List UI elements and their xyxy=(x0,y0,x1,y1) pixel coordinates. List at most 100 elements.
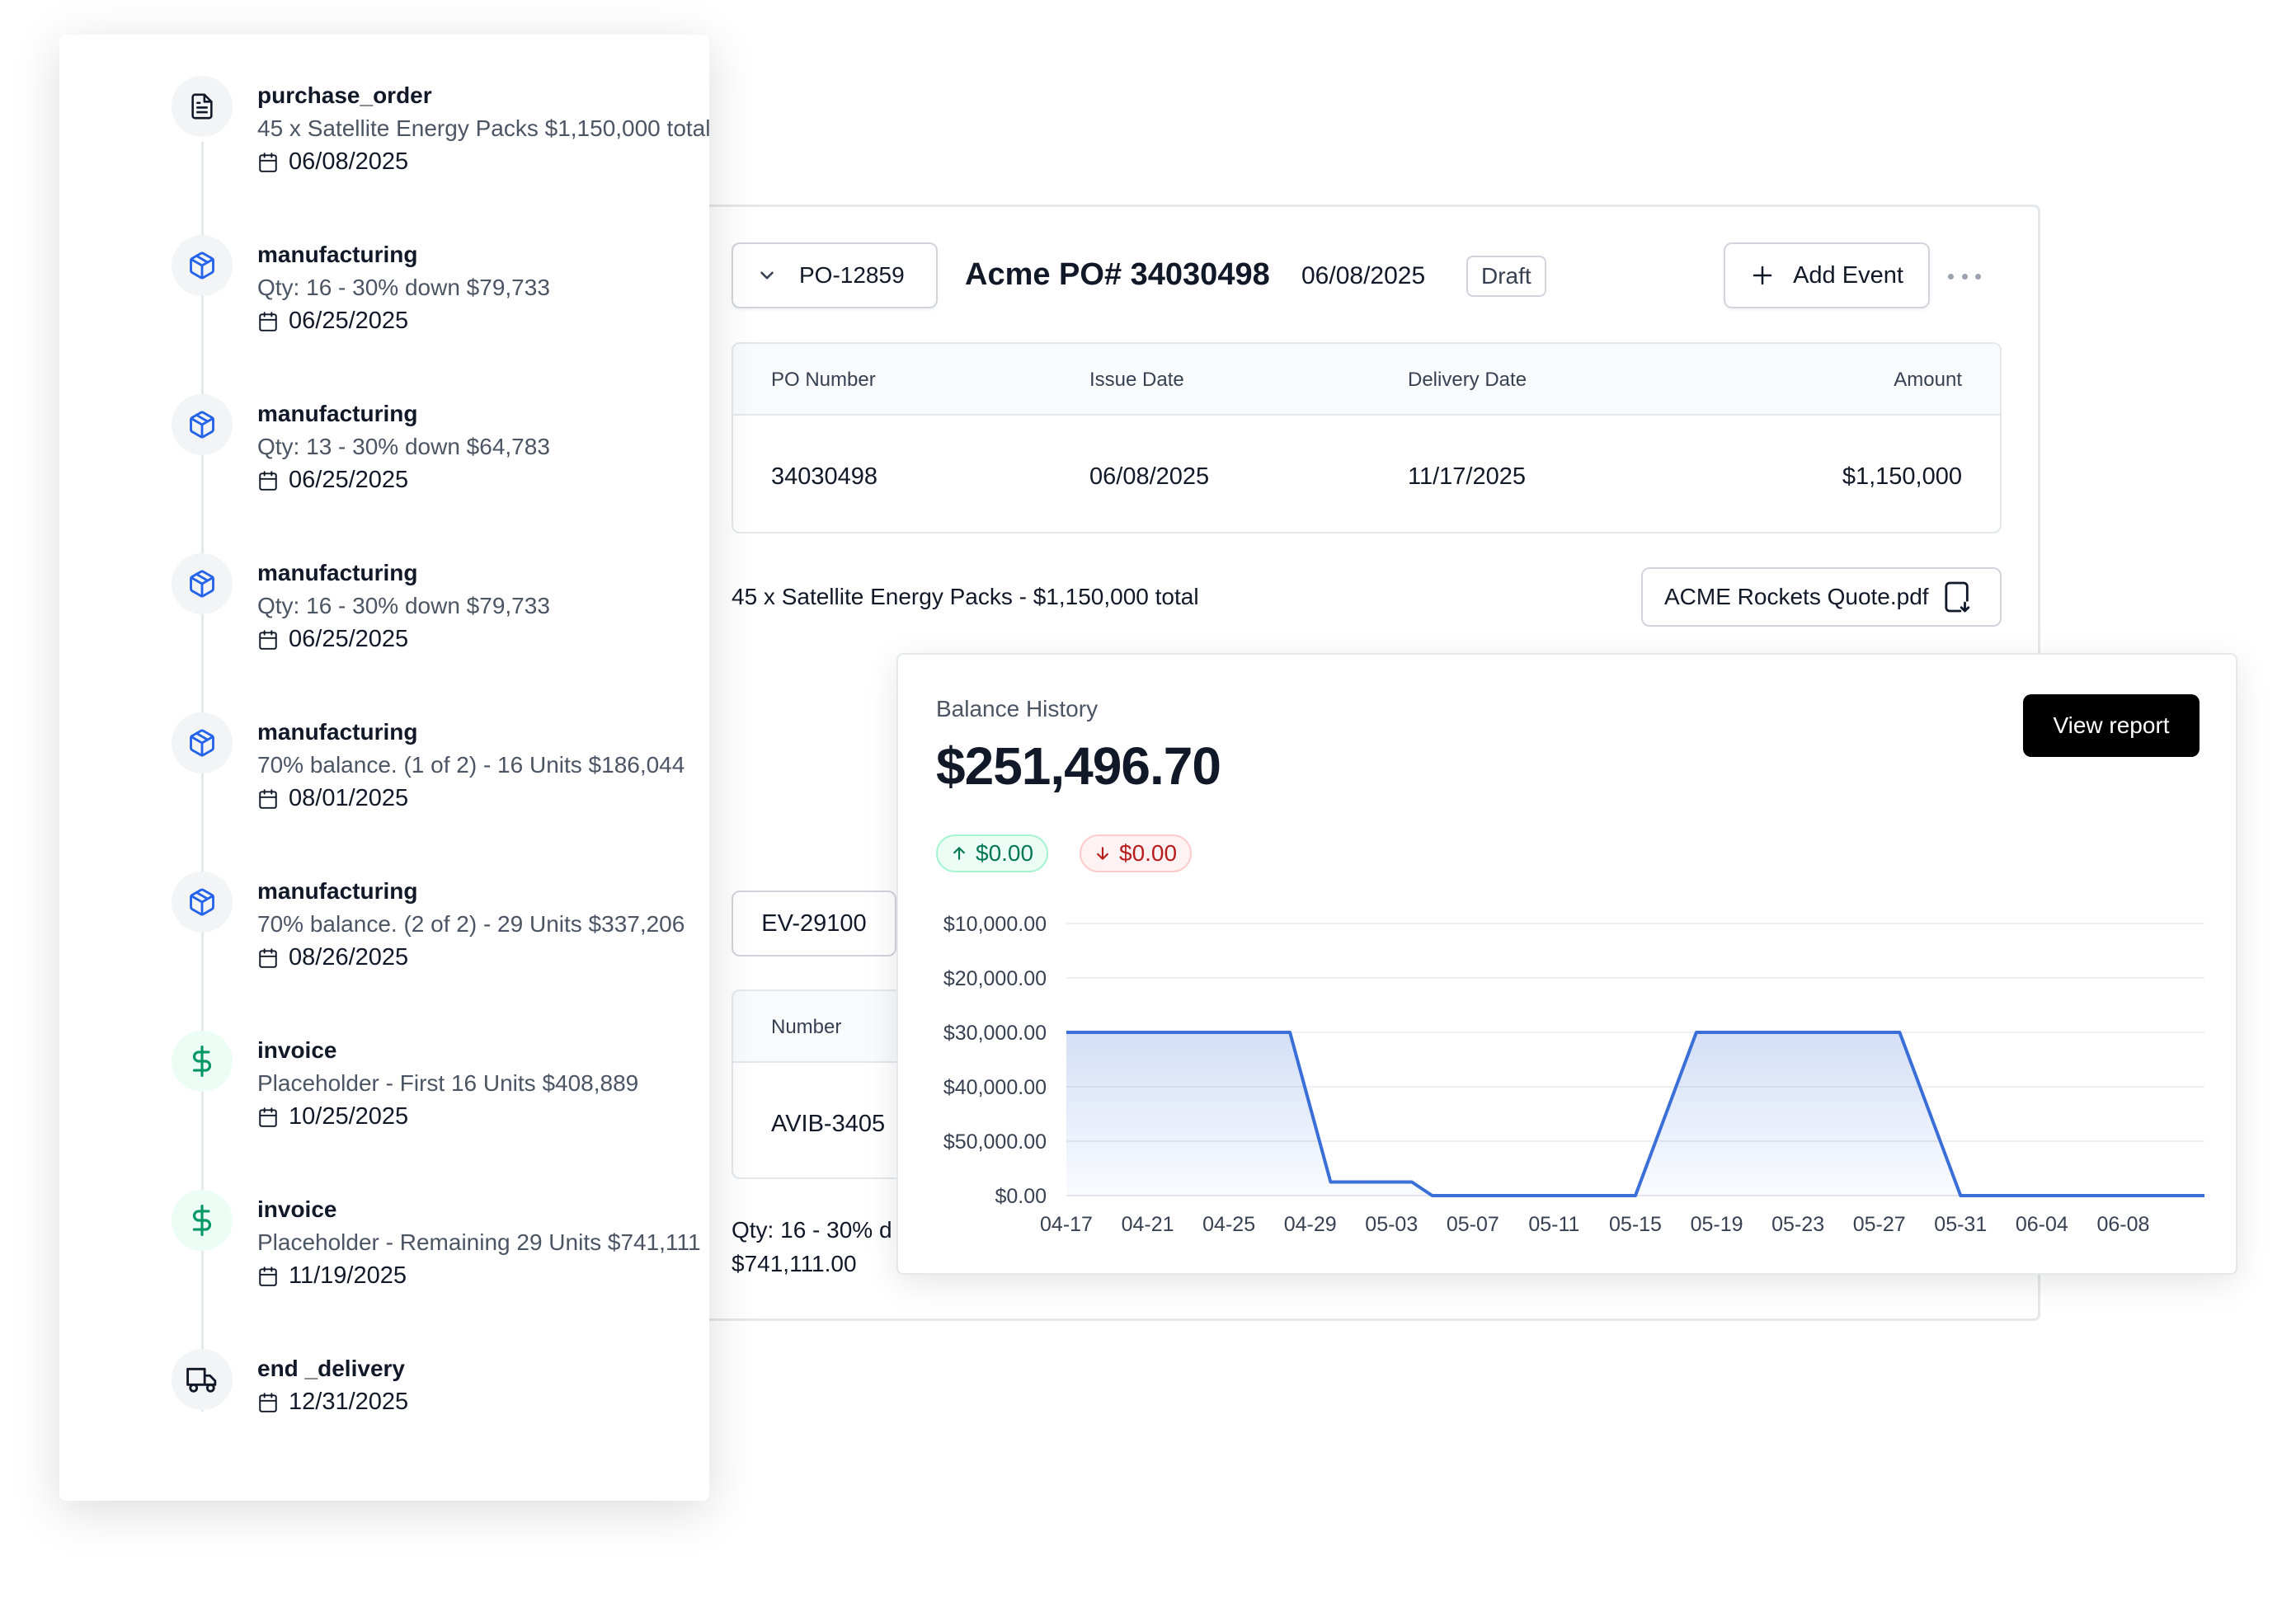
file-download-icon xyxy=(1944,581,1969,613)
calendar-icon xyxy=(259,629,277,650)
timeline-connector xyxy=(201,142,204,1412)
timeline-item-title: invoice xyxy=(257,1037,337,1063)
timeline-item-date: 08/26/2025 xyxy=(257,944,408,971)
calendar-icon xyxy=(259,788,277,809)
document-icon xyxy=(172,76,233,137)
timeline-item-date: 06/25/2025 xyxy=(257,626,408,653)
add-event-button[interactable]: Add Event xyxy=(1724,242,1930,308)
po-details-table: PO Number Issue Date Delivery Date Amoun… xyxy=(732,342,2002,533)
y-tick-label: $0.00 xyxy=(995,1185,1047,1208)
timeline-item-title: manufacturing xyxy=(257,401,418,426)
calendar-icon xyxy=(259,470,277,491)
x-tick-label: 06-08 xyxy=(2096,1213,2149,1236)
timeline-item-date-text: 11/19/2025 xyxy=(289,1262,407,1289)
timeline-item-description: Qty: 16 - 30% down $79,733 xyxy=(257,275,550,300)
timeline-item[interactable]: invoice Placeholder - Remaining 29 Units … xyxy=(59,1190,709,1322)
box-icon xyxy=(172,553,233,614)
calendar-icon xyxy=(259,1392,277,1412)
x-tick-label: 05-07 xyxy=(1447,1213,1499,1236)
cell-number: AVIB-3405 xyxy=(771,1111,886,1137)
attachment-filename: ACME Rockets Quote.pdf xyxy=(1664,584,1929,609)
change-up-value: $0.00 xyxy=(976,840,1034,866)
y-tick-label: $30,000.00 xyxy=(943,1022,1047,1045)
x-tick-label: 04-17 xyxy=(1040,1213,1093,1236)
balance-history-chart: $10,000.00 $20,000.00 $30,000.00 $40,000.00… xyxy=(943,913,2205,1236)
timeline-item[interactable]: purchase_order 45 x Satellite Energy Pack… xyxy=(59,76,711,208)
timeline-item-date-text: 06/25/2025 xyxy=(289,626,409,652)
table-row: AVIB-3405 xyxy=(733,1063,944,1177)
x-tick-label: 05-31 xyxy=(1934,1213,1987,1236)
timeline-item-description: 45 x Satellite Energy Packs $1,150,000 t… xyxy=(257,115,711,141)
balance-value: $251,496.70 xyxy=(936,736,1221,796)
x-tick-label: 04-29 xyxy=(1284,1213,1337,1236)
box-icon xyxy=(172,872,233,933)
status-badge: Draft xyxy=(1466,256,1546,297)
timeline-item[interactable]: invoice Placeholder - First 16 Units $408… xyxy=(59,1031,709,1163)
column-header-issue-date: Issue Date xyxy=(1089,369,1184,391)
event-select-dropdown[interactable]: EV-29100 xyxy=(732,891,896,956)
cell-po-number: 34030498 xyxy=(771,463,878,490)
timeline-item-date-text: 08/26/2025 xyxy=(289,944,409,971)
timeline-item-date-text: 06/25/2025 xyxy=(289,467,409,493)
timeline-item[interactable]: manufacturing Qty: 16 - 30% down $79,733 0… xyxy=(59,553,709,685)
timeline-item-date-text: 12/31/2025 xyxy=(289,1389,409,1415)
y-tick-label: $50,000.00 xyxy=(943,1130,1047,1154)
timeline-item[interactable]: manufacturing 70% balance. (2 of 2) - 29 … xyxy=(59,872,709,1003)
timeline-item-date: 06/08/2025 xyxy=(257,148,408,176)
x-tick-label: 05-19 xyxy=(1691,1213,1743,1236)
x-tick-label: 05-11 xyxy=(1528,1213,1579,1236)
arrow-up-icon xyxy=(953,847,965,860)
y-tick-label: $40,000.00 xyxy=(943,1076,1047,1099)
po-description: 45 x Satellite Energy Packs - $1,150,000… xyxy=(732,584,1199,609)
timeline-item-title: purchase_order xyxy=(257,82,432,108)
timeline-item-date: 12/31/2025 xyxy=(257,1389,408,1416)
more-options-icon[interactable] xyxy=(1948,264,1981,289)
timeline-item-title: invoice xyxy=(257,1196,337,1222)
y-tick-label: $20,000.00 xyxy=(943,967,1047,990)
x-tick-label: 04-21 xyxy=(1122,1213,1174,1236)
balance-label: Balance History xyxy=(936,696,1099,721)
timeline-item-date-text: 10/25/2025 xyxy=(289,1103,409,1130)
change-down-badge: $0.00 xyxy=(1080,834,1193,872)
event-qty-text: Qty: 16 - 30% d xyxy=(732,1217,892,1243)
timeline-item-date-text: 06/25/2025 xyxy=(289,308,409,334)
timeline-item[interactable]: manufacturing 70% balance. (1 of 2) - 16 … xyxy=(59,712,709,844)
timeline-item-date: 11/19/2025 xyxy=(257,1262,407,1290)
series-line xyxy=(1066,1031,2204,1197)
po-select-label: PO-12859 xyxy=(799,262,905,288)
chevron-down-icon xyxy=(760,271,774,280)
calendar-icon xyxy=(259,152,277,172)
dollar-icon xyxy=(172,1190,233,1251)
table-header-row: PO Number Issue Date Delivery Date Amoun… xyxy=(733,344,2000,416)
column-header-po-number: PO Number xyxy=(771,369,876,391)
column-header-amount: Amount xyxy=(1894,369,1962,391)
timeline-item-description: Qty: 16 - 30% down $79,733 xyxy=(257,593,550,618)
po-select-dropdown[interactable]: PO-12859 xyxy=(732,242,938,308)
event-timeline: purchase_order 45 x Satellite Energy Pack… xyxy=(59,35,711,1501)
timeline-item-date-text: 08/01/2025 xyxy=(289,785,409,811)
attachment-button[interactable]: ACME Rockets Quote.pdf xyxy=(1641,567,2002,627)
x-tick-label: 04-25 xyxy=(1202,1213,1255,1236)
column-header-number: Number xyxy=(771,1016,842,1038)
timeline-item[interactable]: manufacturing Qty: 16 - 30% down $79,733 0… xyxy=(59,235,709,367)
x-tick-label: 05-27 xyxy=(1853,1213,1906,1236)
x-tick-label: 06-04 xyxy=(2016,1213,2068,1236)
change-up-badge: $0.00 xyxy=(936,834,1049,872)
cell-delivery-date: 11/17/2025 xyxy=(1408,463,1526,490)
timeline-item-title: manufacturing xyxy=(257,719,418,745)
timeline-item-description: 70% balance. (2 of 2) - 29 Units $337,20… xyxy=(257,911,685,937)
arrow-down-icon xyxy=(1097,847,1108,860)
timeline-item[interactable]: end _delivery 12/31/2025 xyxy=(59,1349,709,1481)
po-title: Acme PO# 34030498 xyxy=(965,257,1270,292)
timeline-item-description: 70% balance. (1 of 2) - 16 Units $186,04… xyxy=(257,752,685,778)
timeline-item-date-text: 06/08/2025 xyxy=(289,148,409,175)
view-report-button[interactable]: View report xyxy=(2023,694,2200,757)
timeline-item-title: manufacturing xyxy=(257,560,418,585)
x-tick-label: 05-23 xyxy=(1771,1213,1824,1236)
timeline-item[interactable]: manufacturing Qty: 13 - 30% down $64,783 0… xyxy=(59,394,709,526)
series-area xyxy=(1066,1032,2204,1196)
x-tick-label: 05-03 xyxy=(1365,1213,1418,1236)
timeline-item-title: manufacturing xyxy=(257,242,418,267)
timeline-item-description: Qty: 13 - 30% down $64,783 xyxy=(257,434,550,459)
timeline-item-description: Placeholder - Remaining 29 Units $741,11… xyxy=(257,1229,701,1255)
